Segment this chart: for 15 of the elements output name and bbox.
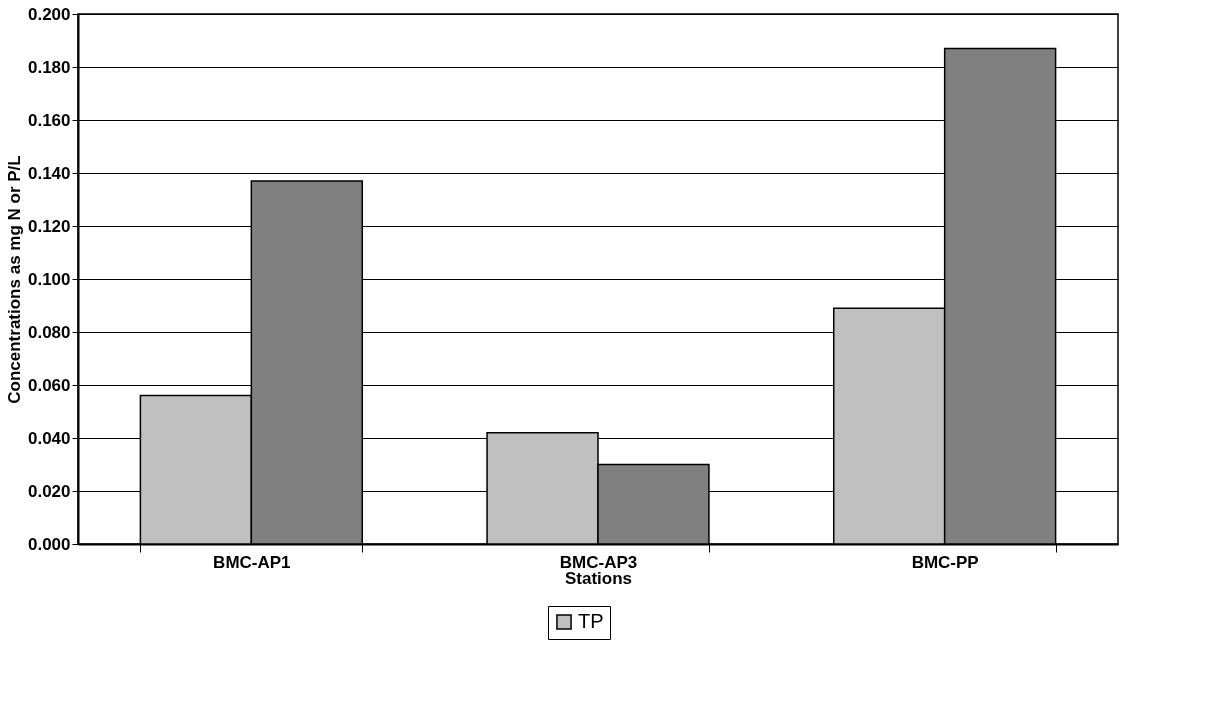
y-axis-title: Concentrations as mg N or P/L bbox=[4, 155, 24, 404]
y-tick-label: 0.100 bbox=[27, 269, 71, 289]
legend-label: TP bbox=[578, 610, 604, 632]
y-tick-label: 0.180 bbox=[27, 57, 71, 77]
y-tick-label: 0.140 bbox=[27, 163, 71, 183]
y-tick-label: 0.120 bbox=[27, 216, 71, 236]
y-tick-label: 0.080 bbox=[27, 322, 71, 342]
y-tick-label: 0.040 bbox=[27, 428, 71, 448]
x-tick-label: BMC-AP1 bbox=[213, 552, 291, 572]
x-tick-label: BMC-PP bbox=[911, 552, 979, 572]
y-tick-label: 0.000 bbox=[27, 534, 71, 554]
y-tick-label: 0.200 bbox=[27, 4, 71, 24]
y-tick-label: 0.020 bbox=[27, 481, 71, 501]
y-tick-label: 0.060 bbox=[27, 375, 71, 395]
y-tick-label: 0.160 bbox=[27, 110, 71, 130]
